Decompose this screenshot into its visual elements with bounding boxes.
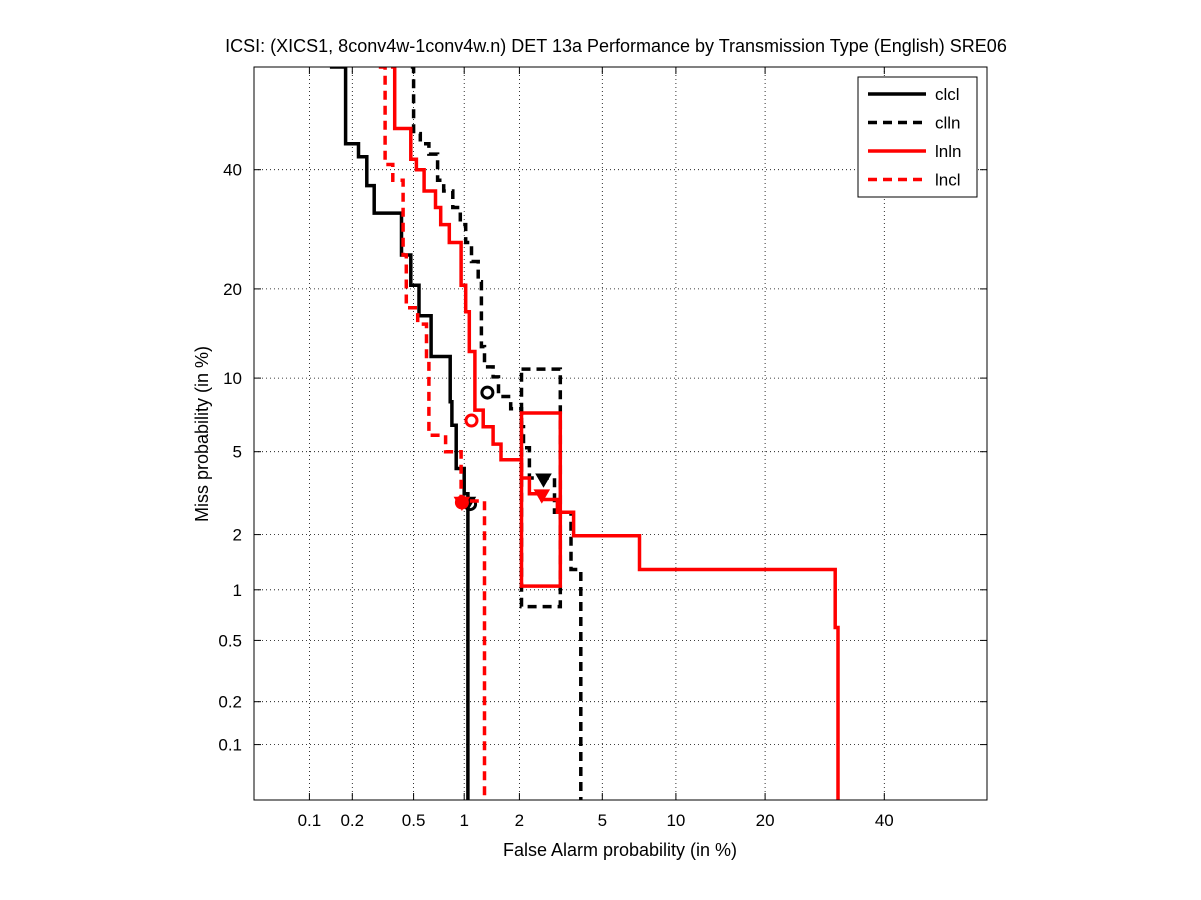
actual-dcf-point-lnln [464,413,479,428]
legend-label-lncl: lncl [935,171,961,190]
x-tick-label: 0.2 [340,811,364,830]
axes-frame [253,66,988,801]
ticks: 0.1 0.2 0.5 1 2 5 10 20 40 0.1 0.2 0.5 1 2 5 10 20 40 [218,67,987,830]
min-dcf-point-lnln [533,489,551,504]
y-tick-label: 0.5 [218,631,242,650]
y-tick-label: 0.2 [218,693,242,712]
min-dcf-point-clln [535,473,552,488]
plot-series [329,67,840,800]
y-axis-label: Miss probability (in %) [192,346,212,522]
actual-dcf-point-clln [480,385,495,400]
y-tick-label: 5 [233,443,242,462]
x-axis-label: False Alarm probability (in %) [503,840,737,860]
y-tick-label: 1 [233,581,242,600]
min-dcf-point-lncl [453,496,471,511]
series-line-clcl [329,67,470,800]
y-tick-label: 2 [233,526,242,545]
legend-label-clcl: clcl [935,85,960,104]
x-tick-label: 0.1 [298,811,322,830]
chart-title: ICSI: (XICS1, 8conv4w-1conv4w.n) DET 13a… [225,36,1007,56]
x-tick-label: 0.5 [402,811,426,830]
x-tick-label: 40 [875,811,894,830]
x-tick-label: 5 [598,811,607,830]
legend: clcl clln lnln lncl [857,76,978,198]
confidence-box-lnln [519,411,563,588]
x-tick-label: 20 [756,811,775,830]
y-tick-label: 10 [223,369,242,388]
x-tick-label: 1 [459,811,468,830]
x-tick-label: 2 [515,811,524,830]
legend-label-lnln: lnln [935,142,961,161]
y-tick-label: 20 [223,280,242,299]
y-tick-label: 40 [223,161,242,180]
series-line-clln [410,67,583,800]
y-tick-label: 0.1 [218,736,242,755]
series-line-lnln [391,67,840,800]
x-tick-label: 10 [666,811,685,830]
legend-box [857,76,978,198]
legend-label-clln: clln [935,114,961,133]
